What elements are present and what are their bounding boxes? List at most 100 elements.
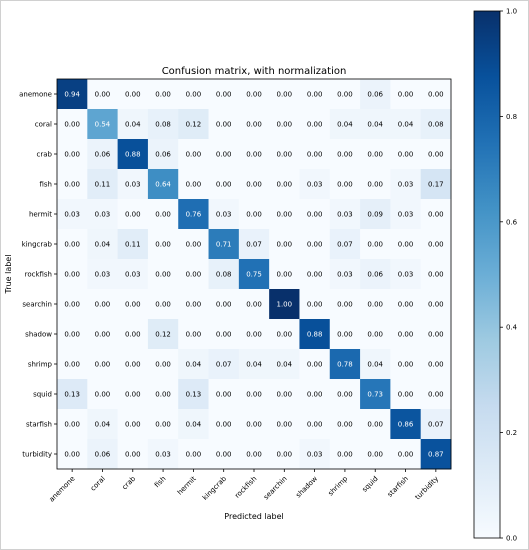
cell-value-label: 0.00 xyxy=(307,391,323,399)
colorbar-tick-label: 0.8 xyxy=(506,113,517,121)
cell-value-label: 0.04 xyxy=(337,121,353,129)
cell-value-label: 0.00 xyxy=(64,121,80,129)
cell-value-label: 0.00 xyxy=(64,241,80,249)
cell-value-label: 0.00 xyxy=(186,271,202,279)
matrix-cell xyxy=(208,379,240,410)
matrix-cell xyxy=(178,259,209,290)
cell-value-label: 0.00 xyxy=(277,271,293,279)
cell-value-label: 0.00 xyxy=(95,391,111,399)
cell-value-label: 0.00 xyxy=(277,241,293,249)
matrix-cell xyxy=(299,289,331,320)
matrix-cell xyxy=(208,319,240,350)
matrix-cell xyxy=(208,289,240,320)
cell-value-label: 0.00 xyxy=(95,361,111,369)
cell-value-label: 0.00 xyxy=(367,451,383,459)
cell-value-label: 0.88 xyxy=(307,331,323,339)
cell-value-label: 0.11 xyxy=(125,241,141,249)
cell-value-label: 0.00 xyxy=(337,181,353,189)
cell-value-label: 1.00 xyxy=(277,301,293,309)
cell-value-label: 0.08 xyxy=(155,121,171,129)
matrix-cell xyxy=(238,259,270,290)
matrix-cell-labels: 0.94 0.00 0.00 0.00 0.00 0.00 0.00 0.00 0.00 0.00… xyxy=(64,91,443,459)
matrix-cell xyxy=(420,409,452,440)
cell-value-label: 0.00 xyxy=(246,451,262,459)
cell-value-label: 0.00 xyxy=(64,301,80,309)
colorbar xyxy=(473,10,501,539)
matrix-cell xyxy=(390,259,422,290)
cell-value-label: 0.00 xyxy=(216,301,232,309)
cell-value-label: 0.00 xyxy=(337,331,353,339)
cell-value-label: 0.06 xyxy=(155,151,171,159)
cell-value-label: 0.00 xyxy=(125,391,141,399)
cell-value-label: 0.00 xyxy=(64,331,80,339)
cell-value-label: 0.00 xyxy=(277,331,293,339)
matrix-cell xyxy=(390,379,422,410)
x-tick-label: anemone xyxy=(48,475,77,504)
colorbar-tick-label: 0.0 xyxy=(506,535,517,543)
chart-title: Confusion matrix, with normalization xyxy=(162,66,347,77)
cell-value-label: 0.03 xyxy=(307,181,323,189)
matrix-cell xyxy=(238,199,270,230)
matrix-cell xyxy=(178,349,209,380)
matrix-cell xyxy=(238,139,270,170)
cell-value-label: 0.00 xyxy=(216,91,232,99)
cell-value-label: 0.00 xyxy=(216,331,232,339)
y-tick-label: anemone xyxy=(19,91,52,99)
cell-value-label: 0.00 xyxy=(155,361,171,369)
cell-value-label: 0.12 xyxy=(186,121,202,129)
x-tick-label: rockfish xyxy=(233,475,258,500)
cell-value-label: 0.03 xyxy=(398,211,414,219)
cell-value-label: 0.08 xyxy=(216,271,232,279)
matrix-cell xyxy=(87,349,119,380)
matrix-cell xyxy=(390,109,422,140)
matrix-cell xyxy=(147,169,179,200)
matrix-cell xyxy=(390,349,422,380)
cell-value-label: 0.03 xyxy=(337,271,353,279)
cell-value-label: 0.00 xyxy=(277,91,293,99)
matrix-cell xyxy=(208,199,240,230)
cell-value-label: 0.04 xyxy=(95,241,111,249)
cell-value-label: 0.64 xyxy=(155,181,171,189)
cell-value-label: 0.06 xyxy=(367,91,383,99)
matrix-cell xyxy=(178,319,209,350)
x-tick-label: shrimp xyxy=(327,474,350,497)
matrix-cell xyxy=(269,439,300,470)
colorbar-tick-label: 0.6 xyxy=(506,218,518,226)
cell-value-label: 0.00 xyxy=(95,301,111,309)
matrix-cell xyxy=(57,79,88,110)
matrix-cell xyxy=(117,259,149,290)
matrix-cell xyxy=(117,199,149,230)
cell-value-label: 0.00 xyxy=(428,241,444,249)
cell-value-label: 0.00 xyxy=(428,271,444,279)
cell-value-label: 0.12 xyxy=(155,331,171,339)
cell-value-label: 0.54 xyxy=(95,121,111,129)
cell-value-label: 0.00 xyxy=(277,451,293,459)
cell-value-label: 0.00 xyxy=(398,361,414,369)
cell-value-label: 0.00 xyxy=(246,421,262,429)
matrix-cell xyxy=(329,199,361,230)
colorbar-tick-label: 0.2 xyxy=(506,429,517,437)
cell-value-label: 0.00 xyxy=(307,241,323,249)
cell-value-label: 0.00 xyxy=(367,331,383,339)
cell-value-label: 0.71 xyxy=(216,241,232,249)
matrix-cell xyxy=(360,79,391,110)
cell-value-label: 0.06 xyxy=(95,151,111,159)
matrix-cell xyxy=(360,139,391,170)
cell-value-label: 0.00 xyxy=(125,331,141,339)
cell-value-label: 0.00 xyxy=(337,391,353,399)
matrix-cell xyxy=(269,319,300,350)
cell-value-label: 0.07 xyxy=(428,421,444,429)
matrix-cell xyxy=(420,229,452,260)
matrix-cell xyxy=(238,319,270,350)
cell-value-label: 0.00 xyxy=(277,391,293,399)
y-tick-label: starfish xyxy=(26,421,52,429)
matrix-cell xyxy=(178,199,209,230)
matrix-cell xyxy=(57,229,88,260)
matrix-cell xyxy=(299,229,331,260)
matrix-cell xyxy=(390,79,422,110)
cell-value-label: 0.00 xyxy=(125,91,141,99)
matrix-cell xyxy=(87,109,119,140)
matrix-cell xyxy=(87,199,119,230)
matrix-cell xyxy=(117,439,149,470)
